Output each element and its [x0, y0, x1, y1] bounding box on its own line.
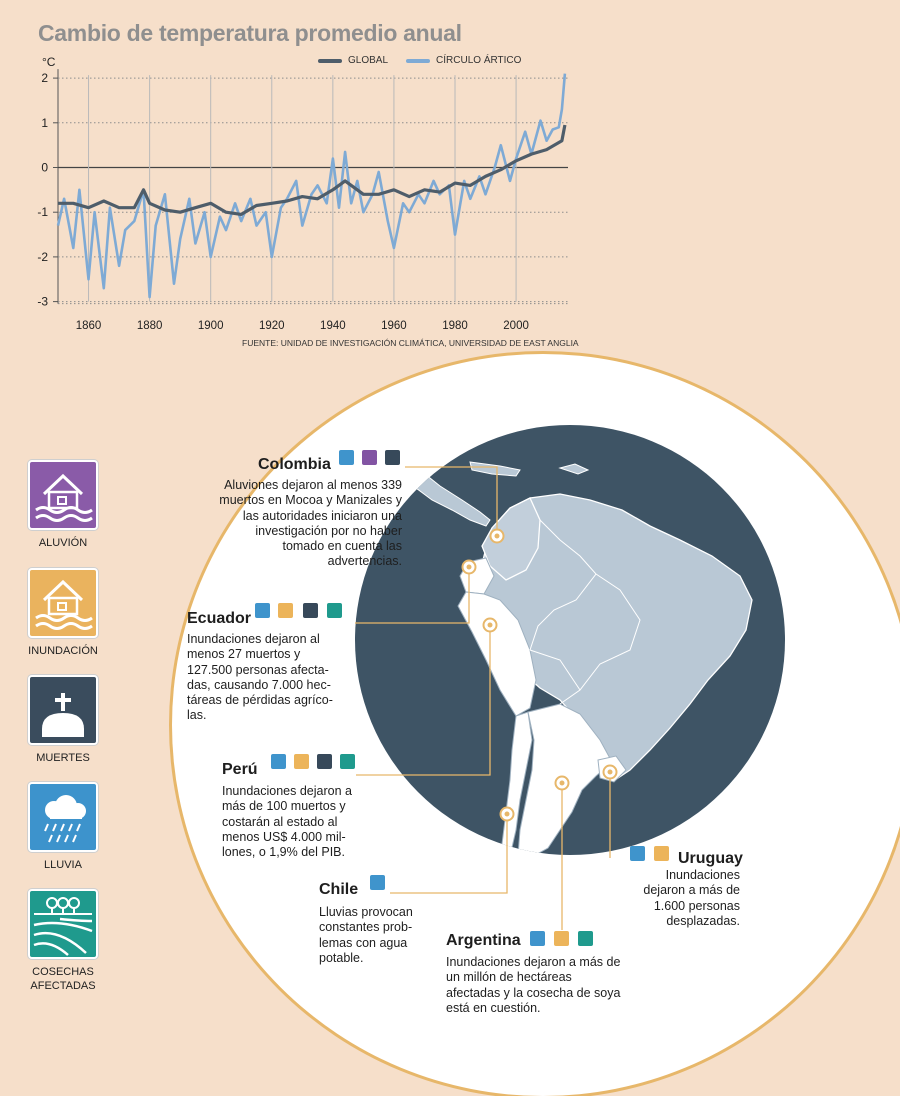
category-muertes: MUERTES — [18, 675, 108, 765]
rain-cloud-icon — [28, 782, 98, 852]
pin-peru — [482, 617, 498, 633]
tag-cosechas — [340, 754, 355, 769]
category-label: MUERTES — [36, 752, 90, 764]
legend-global-label: GLOBAL — [348, 55, 389, 66]
caribbean-island — [558, 463, 590, 475]
country-uruguay: Uruguay — [678, 850, 743, 867]
chart-source: FUENTE: UNIDAD DE INVESTIGACIÓN CLIMÁTIC… — [242, 338, 579, 348]
desc-chile: Lluvias provocan constantes prob-lemas c… — [319, 905, 413, 965]
tag-lluvia — [339, 450, 354, 465]
x-tick-label: 1920 — [259, 320, 285, 332]
desc-colombia: Aluviones dejaron al menos 339 muertos e… — [219, 478, 402, 569]
y-tick-label: 0 — [41, 161, 48, 175]
caribbean-shape — [469, 461, 521, 477]
country-ecuador: Ecuador — [187, 610, 252, 627]
leader-lines — [355, 466, 611, 930]
tag-muertes — [317, 754, 332, 769]
desc-argentina: Inundaciones dejaron a más de un millón … — [446, 955, 621, 1015]
pin-argentina — [554, 775, 570, 791]
tag-cosechas — [327, 603, 342, 618]
chart-legend: GLOBAL CÍRCULO ÁRTICO — [318, 55, 521, 66]
y-tick-label: 2 — [41, 71, 48, 85]
y-tick-label: -2 — [37, 250, 48, 264]
x-tick-label: 1980 — [442, 320, 468, 332]
chart-title: Cambio de temperatura promedio anual — [38, 20, 462, 46]
category-aluvion: ALUVIÓN — [18, 460, 108, 550]
tag-muertes — [303, 603, 318, 618]
central-america-shape — [415, 469, 491, 527]
chart-lines — [56, 73, 567, 299]
pin-chile — [499, 806, 515, 822]
country-argentina: Argentina — [446, 932, 521, 949]
pin-ecuador — [461, 559, 477, 575]
tag-lluvia — [255, 603, 270, 618]
legend-global: GLOBAL — [318, 55, 388, 66]
country-chile: Chile — [319, 881, 359, 898]
south-america-map — [355, 425, 785, 930]
tag-inundacion — [654, 846, 669, 861]
tag-inundacion — [294, 754, 309, 769]
category-label: LLUVIA — [44, 859, 82, 871]
x-tick-label: 1960 — [381, 320, 407, 332]
colombia-shape — [481, 497, 541, 581]
y-unit-label: °C — [42, 55, 56, 69]
desc-ecuador: Inundaciones dejaron al menos 27 muertos… — [187, 632, 333, 723]
legend-arctic: CÍRCULO ÁRTICO — [406, 55, 521, 66]
tag-inundacion — [278, 603, 293, 618]
series-global-line — [58, 124, 567, 216]
x-tick-label: 1860 — [76, 320, 102, 332]
y-tick-label: -3 — [37, 295, 48, 309]
tag-inundacion — [554, 931, 569, 946]
tag-lluvia — [271, 754, 286, 769]
country-borders — [529, 519, 641, 705]
category-inundacion: INUNDACIÓN — [18, 568, 108, 658]
grave-cross-icon — [28, 675, 98, 745]
desc-uruguay: Inundaciones dejaron a más de 1.600 pers… — [643, 868, 740, 928]
category-cosechas: COSECHAS AFECTADAS — [18, 889, 108, 993]
tag-lluvia — [630, 846, 645, 861]
house-mudslide-icon — [28, 460, 98, 530]
y-tick-label: -1 — [37, 205, 48, 219]
tag-aluvion — [362, 450, 377, 465]
category-label: COSECHAS AFECTADAS — [30, 966, 96, 992]
temperature-chart: 2 1 0 -1 -2 -3 1860 1880 1900 1920 1940 1960 1980 200… — [37, 69, 568, 332]
location-pins — [461, 528, 618, 822]
tag-lluvia — [370, 875, 385, 890]
chart-ticks: 2 1 0 -1 -2 -3 1860 1880 1900 1920 1940 1960 1980 200… — [37, 71, 529, 332]
tag-cosechas — [578, 931, 593, 946]
country-peru: Perú — [222, 761, 258, 778]
pin-uruguay — [602, 764, 618, 780]
tag-muertes — [385, 450, 400, 465]
legend-arctic-label: CÍRCULO ÁRTICO — [436, 55, 522, 66]
x-tick-label: 2000 — [503, 320, 529, 332]
category-label: INUNDACIÓN — [28, 645, 98, 657]
house-flood-icon — [28, 568, 98, 638]
desc-peru: Inundaciones dejaron a más de 100 muerto… — [222, 784, 352, 860]
pin-colombia — [489, 528, 505, 544]
peru-shape — [457, 591, 537, 717]
category-label: ALUVIÓN — [38, 537, 88, 549]
tag-lluvia — [530, 931, 545, 946]
category-lluvia: LLUVIA — [18, 782, 108, 872]
crops-field-icon — [28, 889, 98, 959]
x-tick-label: 1880 — [137, 320, 163, 332]
country-colombia: Colombia — [258, 456, 331, 473]
x-tick-label: 1900 — [198, 320, 224, 332]
x-tick-label: 1940 — [320, 320, 346, 332]
y-tick-label: 1 — [41, 116, 48, 130]
